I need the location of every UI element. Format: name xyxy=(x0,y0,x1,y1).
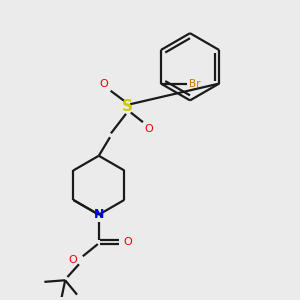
Text: O: O xyxy=(68,255,77,265)
Text: O: O xyxy=(124,237,133,247)
Text: O: O xyxy=(100,80,109,89)
Text: Br: Br xyxy=(189,79,200,88)
Text: S: S xyxy=(122,99,133,114)
Text: N: N xyxy=(94,208,104,221)
Text: O: O xyxy=(144,124,153,134)
